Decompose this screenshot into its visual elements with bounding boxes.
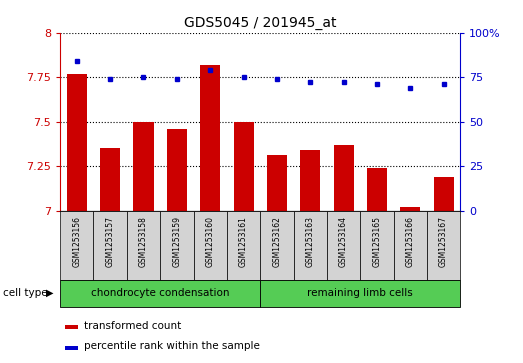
Bar — [200, 65, 220, 211]
Bar — [327, 211, 360, 280]
Bar — [64, 325, 78, 329]
Text: cell type: cell type — [3, 288, 47, 298]
Bar — [227, 211, 260, 280]
Text: GSM1253156: GSM1253156 — [72, 216, 81, 267]
Text: GSM1253163: GSM1253163 — [306, 216, 315, 267]
Text: GSM1253160: GSM1253160 — [206, 216, 214, 267]
Bar — [293, 211, 327, 280]
Text: GSM1253158: GSM1253158 — [139, 216, 148, 267]
Bar — [300, 150, 320, 211]
Bar — [400, 207, 420, 211]
Bar — [334, 145, 354, 211]
Bar — [64, 346, 78, 350]
Bar — [160, 211, 194, 280]
Bar — [100, 148, 120, 211]
Bar — [127, 211, 160, 280]
Bar — [233, 122, 254, 211]
Text: chondrocyte condensation: chondrocyte condensation — [91, 288, 230, 298]
Bar — [194, 211, 227, 280]
Bar — [267, 155, 287, 211]
Bar — [394, 211, 427, 280]
Text: GSM1253164: GSM1253164 — [339, 216, 348, 267]
Text: GSM1253161: GSM1253161 — [239, 216, 248, 267]
Bar — [60, 211, 94, 280]
Bar — [60, 280, 260, 307]
Bar — [167, 129, 187, 211]
Bar — [360, 211, 393, 280]
Text: ▶: ▶ — [46, 288, 53, 298]
Bar — [427, 211, 460, 280]
Bar — [260, 280, 460, 307]
Text: transformed count: transformed count — [84, 321, 181, 331]
Bar — [367, 168, 387, 211]
Text: GSM1253157: GSM1253157 — [106, 216, 115, 267]
Bar — [94, 211, 127, 280]
Text: GSM1253166: GSM1253166 — [406, 216, 415, 267]
Bar — [133, 122, 154, 211]
Bar — [260, 211, 293, 280]
Title: GDS5045 / 201945_at: GDS5045 / 201945_at — [184, 16, 336, 30]
Bar — [67, 74, 87, 211]
Text: GSM1253165: GSM1253165 — [372, 216, 381, 267]
Text: GSM1253159: GSM1253159 — [173, 216, 181, 267]
Bar — [434, 177, 453, 211]
Text: percentile rank within the sample: percentile rank within the sample — [84, 341, 260, 351]
Text: GSM1253167: GSM1253167 — [439, 216, 448, 267]
Text: GSM1253162: GSM1253162 — [272, 216, 281, 267]
Text: remaining limb cells: remaining limb cells — [308, 288, 413, 298]
